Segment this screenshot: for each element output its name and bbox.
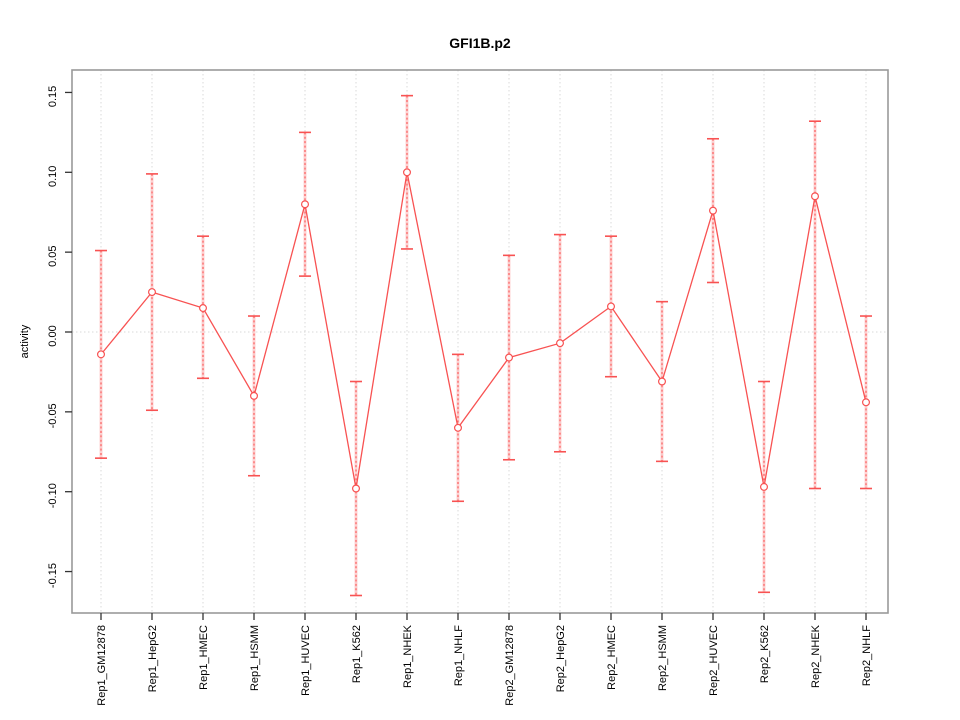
data-point-marker	[301, 200, 310, 209]
data-point-marker	[403, 168, 412, 177]
x-tick-label: Rep2_K562	[759, 625, 771, 683]
data-point-marker	[861, 398, 870, 407]
x-tick-label: Rep1_HSMM	[249, 625, 261, 691]
chart-title: GFI1B.p2	[449, 35, 511, 51]
data-point-marker	[759, 482, 768, 491]
x-tick-label: Rep1_NHLF	[453, 625, 465, 686]
x-tick-label: Rep2_NHEK	[810, 624, 822, 688]
x-tick-label: Rep2_HSMM	[657, 625, 669, 691]
x-tick-label: Rep1_GM12878	[96, 625, 108, 706]
x-tick-label: Rep1_HepG2	[147, 625, 159, 692]
data-point-marker	[606, 302, 615, 311]
x-tick-label: Rep1_K562	[351, 625, 363, 683]
data-point-marker	[199, 304, 208, 313]
y-tick-label: -0.15	[47, 563, 59, 588]
plot-frame	[71, 69, 889, 614]
data-point-marker	[454, 423, 463, 432]
x-tick-label: Rep2_GM12878	[504, 625, 516, 706]
x-tick-label: Rep2_HUVEC	[708, 625, 720, 696]
y-tick-label: 0.15	[47, 86, 59, 107]
y-tick-label: 0.00	[47, 325, 59, 346]
data-point-marker	[505, 353, 514, 362]
data-point-marker	[352, 484, 361, 493]
y-tick-label: 0.10	[47, 166, 59, 187]
y-axis-label: activity	[19, 324, 31, 358]
data-point-marker	[810, 192, 819, 201]
data-point-marker	[250, 391, 259, 400]
y-tick-label: -0.10	[47, 483, 59, 508]
y-tick-label: 0.05	[47, 245, 59, 266]
x-tick-label: Rep2_HepG2	[555, 625, 567, 692]
x-tick-label: Rep2_HMEC	[606, 625, 618, 690]
y-tick-label: -0.05	[47, 403, 59, 428]
data-point-marker	[657, 377, 666, 386]
data-point-marker	[96, 350, 105, 359]
x-tick-label: Rep1_HMEC	[198, 625, 210, 690]
x-tick-label: Rep1_NHEK	[402, 624, 414, 688]
data-point-marker	[148, 288, 157, 297]
data-point-marker	[555, 339, 564, 348]
x-tick-label: Rep2_NHLF	[861, 625, 873, 686]
data-point-marker	[708, 206, 717, 215]
x-tick-label: Rep1_HUVEC	[300, 625, 312, 696]
series-line	[100, 172, 867, 489]
